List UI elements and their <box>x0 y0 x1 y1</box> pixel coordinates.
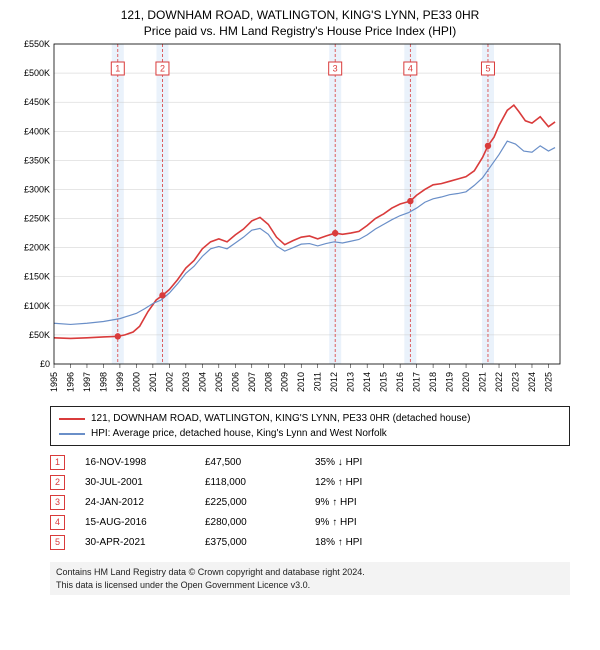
svg-text:2021: 2021 <box>478 372 488 392</box>
legend-item-property: 121, DOWNHAM ROAD, WATLINGTON, KING'S LY… <box>59 411 561 426</box>
transaction-row: 3 24-JAN-2012£225,0009% ↑ HPI <box>50 492 570 512</box>
transaction-date: 15-AUG-2016 <box>85 517 205 528</box>
chart-container: 121, DOWNHAM ROAD, WATLINGTON, KING'S LY… <box>0 0 600 605</box>
svg-text:1997: 1997 <box>82 372 92 392</box>
svg-text:£0: £0 <box>40 359 50 369</box>
svg-text:£450K: £450K <box>24 97 50 107</box>
svg-text:2000: 2000 <box>131 372 141 392</box>
transaction-marker: 5 <box>50 535 65 550</box>
svg-text:2: 2 <box>160 64 165 74</box>
svg-text:£550K: £550K <box>24 39 50 49</box>
legend-item-hpi: HPI: Average price, detached house, King… <box>59 426 561 441</box>
svg-text:£100K: £100K <box>24 301 50 311</box>
transaction-marker: 1 <box>50 455 65 470</box>
chart-subtitle: Price paid vs. HM Land Registry's House … <box>10 24 590 38</box>
svg-text:2004: 2004 <box>197 372 207 392</box>
svg-text:2007: 2007 <box>247 372 257 392</box>
footer: Contains HM Land Registry data © Crown c… <box>50 562 570 595</box>
transaction-date: 16-NOV-1998 <box>85 457 205 468</box>
legend-swatch <box>59 418 85 420</box>
transaction-row: 1 16-NOV-1998£47,50035% ↓ HPI <box>50 452 570 472</box>
transaction-pct: 18% ↑ HPI <box>315 537 435 548</box>
footer-line: Contains HM Land Registry data © Crown c… <box>56 566 564 579</box>
svg-text:2005: 2005 <box>214 372 224 392</box>
svg-text:2003: 2003 <box>181 372 191 392</box>
svg-text:2010: 2010 <box>296 372 306 392</box>
svg-text:1999: 1999 <box>115 372 125 392</box>
svg-text:1: 1 <box>115 64 120 74</box>
transaction-pct: 35% ↓ HPI <box>315 457 435 468</box>
svg-text:1998: 1998 <box>98 372 108 392</box>
transaction-date: 30-JUL-2001 <box>85 477 205 488</box>
svg-text:2014: 2014 <box>362 372 372 392</box>
svg-text:2008: 2008 <box>263 372 273 392</box>
svg-text:£50K: £50K <box>29 330 50 340</box>
svg-text:2002: 2002 <box>164 372 174 392</box>
svg-text:2025: 2025 <box>543 372 553 392</box>
transaction-row: 4 15-AUG-2016£280,0009% ↑ HPI <box>50 512 570 532</box>
transaction-price: £375,000 <box>205 537 315 548</box>
transaction-price: £47,500 <box>205 457 315 468</box>
svg-text:2006: 2006 <box>230 372 240 392</box>
svg-text:2015: 2015 <box>379 372 389 392</box>
transaction-table: 1 16-NOV-1998£47,50035% ↓ HPI 2 30-JUL-2001… <box>50 452 570 552</box>
svg-text:2011: 2011 <box>313 372 323 391</box>
transaction-price: £280,000 <box>205 517 315 528</box>
legend-swatch <box>59 433 85 435</box>
price-chart: £0 £50K £100K £150K £200K £250K £300K £350K £400… <box>10 38 570 398</box>
svg-text:2024: 2024 <box>527 372 537 392</box>
svg-text:2009: 2009 <box>280 372 290 392</box>
svg-text:3: 3 <box>333 64 338 74</box>
svg-text:2013: 2013 <box>346 372 356 392</box>
svg-text:4: 4 <box>408 64 413 74</box>
svg-text:£200K: £200K <box>24 243 50 253</box>
svg-text:2017: 2017 <box>412 372 422 392</box>
legend-label: 121, DOWNHAM ROAD, WATLINGTON, KING'S LY… <box>91 411 470 426</box>
transaction-marker: 2 <box>50 475 65 490</box>
transaction-pct: 12% ↑ HPI <box>315 477 435 488</box>
transaction-pct: 9% ↑ HPI <box>315 517 435 528</box>
legend-label: HPI: Average price, detached house, King… <box>91 426 387 441</box>
svg-text:2023: 2023 <box>510 372 520 392</box>
svg-text:2019: 2019 <box>445 372 455 392</box>
transaction-pct: 9% ↑ HPI <box>315 497 435 508</box>
svg-text:£400K: £400K <box>24 126 50 136</box>
transaction-date: 24-JAN-2012 <box>85 497 205 508</box>
legend: 121, DOWNHAM ROAD, WATLINGTON, KING'S LY… <box>50 406 570 446</box>
svg-text:£350K: £350K <box>24 155 50 165</box>
transaction-row: 2 30-JUL-2001£118,00012% ↑ HPI <box>50 472 570 492</box>
transaction-marker: 3 <box>50 495 65 510</box>
svg-text:2020: 2020 <box>461 372 471 392</box>
transaction-price: £118,000 <box>205 477 315 488</box>
svg-text:2022: 2022 <box>494 372 504 392</box>
svg-text:£300K: £300K <box>24 184 50 194</box>
svg-text:1996: 1996 <box>65 372 75 392</box>
svg-text:2016: 2016 <box>395 372 405 392</box>
transaction-date: 30-APR-2021 <box>85 537 205 548</box>
svg-text:£500K: £500K <box>24 68 50 78</box>
svg-text:£250K: £250K <box>24 214 50 224</box>
svg-text:£150K: £150K <box>24 272 50 282</box>
svg-text:5: 5 <box>485 64 490 74</box>
chart-title: 121, DOWNHAM ROAD, WATLINGTON, KING'S LY… <box>10 8 590 22</box>
svg-text:2001: 2001 <box>148 372 158 392</box>
svg-text:1995: 1995 <box>49 372 59 392</box>
transaction-marker: 4 <box>50 515 65 530</box>
svg-text:2018: 2018 <box>428 372 438 392</box>
transaction-row: 5 30-APR-2021£375,00018% ↑ HPI <box>50 532 570 552</box>
svg-text:2012: 2012 <box>329 372 339 392</box>
footer-line: This data is licensed under the Open Gov… <box>56 579 564 592</box>
transaction-price: £225,000 <box>205 497 315 508</box>
